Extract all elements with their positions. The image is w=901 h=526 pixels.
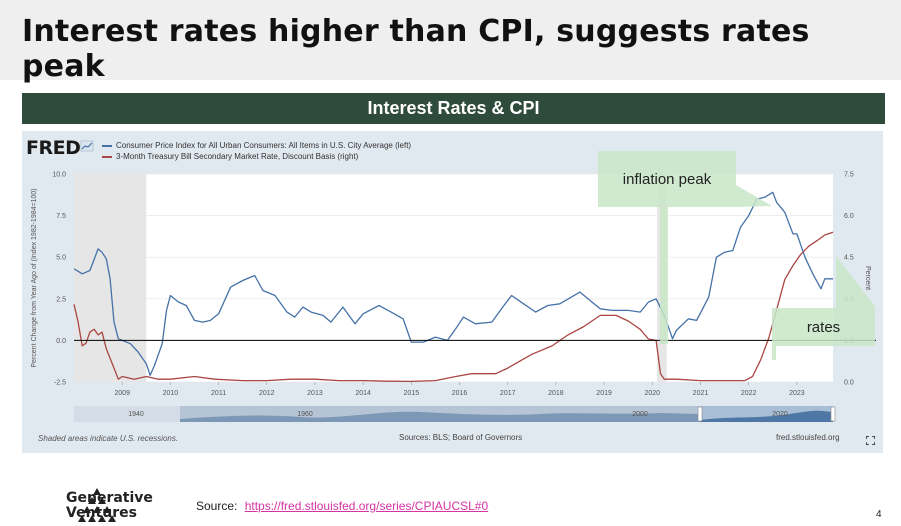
navigator-history-area bbox=[180, 411, 700, 422]
legend-item-cpi[interactable]: Consumer Price Index for All Urban Consu… bbox=[102, 140, 411, 151]
navigator-handle-left bbox=[697, 406, 703, 422]
y-left-tick-1: 0.0 bbox=[56, 338, 66, 345]
chart-banner: Interest Rates & CPI bbox=[22, 93, 885, 124]
legend-label-cpi: Consumer Price Index for All Urban Consu… bbox=[116, 141, 412, 150]
legend-swatch-cpi bbox=[102, 144, 112, 147]
y-left-tick-4: 7.5 bbox=[56, 213, 66, 220]
series-line-1 bbox=[73, 231, 834, 383]
fred-site-link[interactable]: fred.stlouisfed.org bbox=[776, 433, 840, 442]
navigator-label-3: 2020 bbox=[772, 411, 788, 418]
x-tick-13: 2022 bbox=[741, 390, 757, 397]
fred-logo-mark-icon bbox=[80, 140, 94, 152]
recession-note: Shaded areas indicate U.S. recessions. bbox=[38, 434, 179, 443]
company-name: Generative Ventures bbox=[66, 491, 153, 521]
x-tick-2: 2011 bbox=[211, 390, 226, 397]
fred-logo[interactable]: FRED bbox=[26, 137, 81, 159]
page-number: 4 bbox=[876, 509, 882, 520]
series-line-0 bbox=[73, 191, 833, 376]
navigator-selection-area bbox=[700, 410, 833, 422]
expand-icon[interactable] bbox=[866, 436, 875, 445]
x-tick-10: 2019 bbox=[596, 390, 612, 397]
navigator-label-0: 1940 bbox=[128, 411, 144, 418]
inflation-pointer bbox=[736, 185, 772, 207]
x-tick-12: 2021 bbox=[693, 390, 709, 397]
x-tick-14: 2023 bbox=[789, 390, 805, 397]
navigator-handle-right bbox=[830, 406, 836, 422]
x-tick-0: 2009 bbox=[114, 390, 130, 397]
x-tick-7: 2016 bbox=[452, 390, 468, 397]
x-tick-11: 2020 bbox=[644, 390, 660, 397]
plot-area bbox=[74, 174, 833, 382]
legend-label-tbill: 3-Month Treasury Bill Secondary Market R… bbox=[116, 152, 359, 161]
y-right-tick-5: 7.5 bbox=[844, 172, 854, 179]
x-tick-4: 2013 bbox=[307, 390, 323, 397]
slide-title: Interest rates higher than CPI, suggests… bbox=[22, 14, 810, 84]
sources-note: Sources: BLS; Board of Governors bbox=[399, 433, 523, 442]
legend-swatch-tbill bbox=[102, 155, 112, 158]
x-tick-1: 2010 bbox=[163, 390, 179, 397]
navigator-label-2: 2000 bbox=[632, 411, 648, 418]
callout-rates: rates bbox=[772, 308, 875, 346]
generative-ventures-logo-icon bbox=[78, 488, 116, 522]
y-left-tick-2: 2.5 bbox=[56, 296, 66, 303]
y-right-tick-4: 6.0 bbox=[844, 213, 854, 220]
rates-pointer bbox=[836, 256, 876, 308]
company-name-line2: Ventures bbox=[66, 505, 137, 521]
y-left-axis-title: Percent Change from Year Ago of (Index 1… bbox=[31, 188, 38, 367]
source-prefix: Source: bbox=[196, 499, 238, 513]
x-tick-8: 2017 bbox=[500, 390, 516, 397]
y-left-tick-3: 5.0 bbox=[56, 255, 66, 262]
source-link[interactable]: https://fred.stlouisfed.org/series/CPIAU… bbox=[244, 499, 489, 513]
navigator-label-1: 1960 bbox=[297, 411, 313, 418]
y-right-axis-title: Percent bbox=[864, 266, 871, 290]
y-right-tick-3: 4.5 bbox=[844, 255, 854, 262]
y-right-tick-0: 0.0 bbox=[844, 380, 854, 387]
inflation-leader bbox=[660, 207, 668, 344]
legend-item-tbill[interactable]: 3-Month Treasury Bill Secondary Market R… bbox=[102, 151, 411, 162]
title-band bbox=[0, 0, 901, 80]
y-left-tick-5: 10.0 bbox=[52, 172, 66, 179]
x-tick-9: 2018 bbox=[548, 390, 564, 397]
x-tick-3: 2012 bbox=[259, 390, 275, 397]
source-line: Source: https://fred.stlouisfed.org/seri… bbox=[196, 499, 488, 513]
rates-leader bbox=[772, 346, 776, 360]
x-tick-5: 2014 bbox=[355, 390, 371, 397]
callout-inflation-peak: inflation peak bbox=[598, 151, 736, 207]
x-tick-6: 2015 bbox=[404, 390, 420, 397]
chart-legend: Consumer Price Index for All Urban Consu… bbox=[102, 140, 411, 162]
y-left-tick-0: -2.5 bbox=[54, 380, 66, 387]
company-name-line1: Generative bbox=[66, 490, 153, 506]
